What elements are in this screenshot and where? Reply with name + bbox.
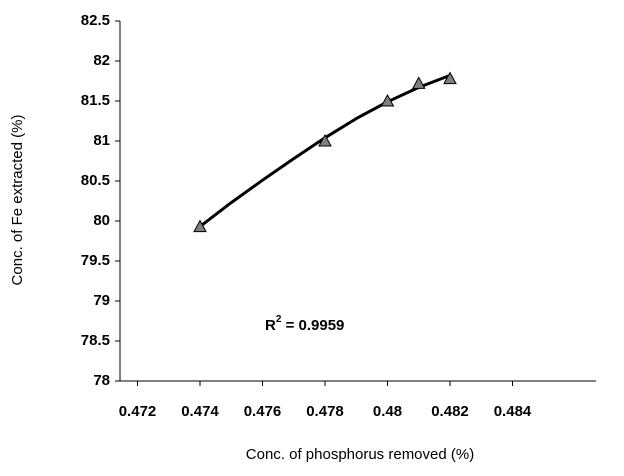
y-tick-label: 78.5 xyxy=(81,332,110,349)
y-tick-label: 80.5 xyxy=(81,172,110,189)
y-tick-label: 81.5 xyxy=(81,92,110,109)
x-tick-label: 0.474 xyxy=(181,403,219,420)
data-point xyxy=(380,93,395,107)
x-tick-label: 0.478 xyxy=(306,403,344,420)
r-squared-annotation: R2 = 0.9959 xyxy=(265,314,344,334)
y-tick-label: 82.5 xyxy=(81,12,110,29)
annotation-base: R xyxy=(265,317,276,334)
data-point xyxy=(443,71,457,85)
y-tick-label: 79 xyxy=(93,292,110,309)
y-axis-title: Conc. of Fe extracted (%) xyxy=(9,115,26,286)
data-point xyxy=(411,76,426,89)
y-tick-label: 81 xyxy=(93,132,110,149)
x-axis-title: Conc. of phosphorus removed (%) xyxy=(246,446,474,463)
x-tick-label: 0.476 xyxy=(244,403,282,420)
x-tick-label: 0.48 xyxy=(373,403,402,420)
trendline xyxy=(198,73,452,229)
y-tick-label: 79.5 xyxy=(81,252,110,269)
annotation-rest: = 0.9959 xyxy=(281,317,344,334)
x-tick-label: 0.482 xyxy=(431,403,469,420)
data-point xyxy=(318,133,332,147)
data-point xyxy=(193,219,207,233)
x-tick-label: 0.484 xyxy=(494,403,532,420)
y-tick-label: 82 xyxy=(93,52,110,69)
y-tick-label: 78 xyxy=(93,372,110,389)
y-tick-label: 80 xyxy=(93,212,110,229)
annotation-sup: 2 xyxy=(276,314,282,325)
x-tick-label: 0.472 xyxy=(119,403,157,420)
